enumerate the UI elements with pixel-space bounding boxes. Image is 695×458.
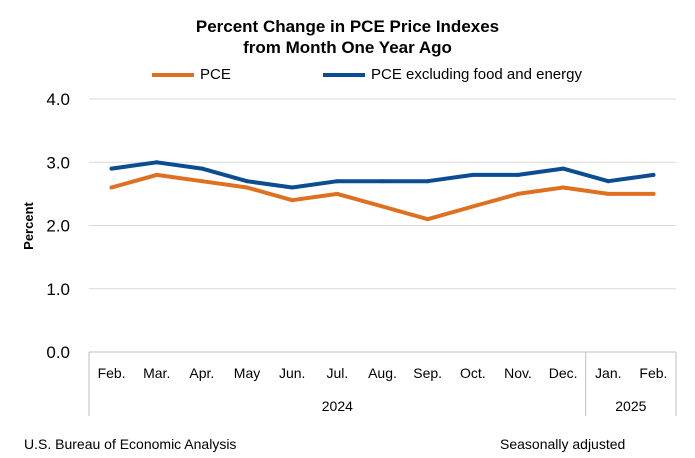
series-layer — [109, 160, 656, 222]
x-tick-label: Jul. — [326, 365, 348, 381]
x-tick-label: Jan. — [595, 365, 621, 381]
data-point-pce — [380, 204, 385, 209]
chart-title-line-1: Percent Change in PCE Price Indexes — [195, 17, 500, 36]
data-point-core-pce — [154, 160, 159, 165]
data-point-pce — [561, 185, 566, 190]
data-point-core-pce — [470, 172, 475, 177]
data-point-core-pce — [606, 179, 611, 184]
data-point-pce — [109, 185, 114, 190]
data-point-pce — [515, 191, 520, 196]
year-label: 2024 — [322, 398, 353, 414]
adjustment-note: Seasonally adjusted — [500, 436, 626, 452]
y-tick-label: 1.0 — [46, 280, 70, 299]
data-point-core-pce — [245, 179, 250, 184]
data-point-core-pce — [199, 166, 204, 171]
data-point-pce — [199, 179, 204, 184]
data-point-core-pce — [515, 172, 520, 177]
x-tick-label: Mar. — [143, 365, 170, 381]
x-tick-label: Oct. — [460, 365, 486, 381]
legend-label-pce: PCE — [200, 66, 231, 83]
data-point-pce — [606, 191, 611, 196]
chart-title-line-2: from Month One Year Ago — [243, 38, 452, 57]
y-axis-label: Percent — [21, 201, 36, 249]
x-tick-label: Feb. — [98, 365, 126, 381]
x-tick-label: Nov. — [504, 365, 532, 381]
x-tick-label: Jun. — [279, 365, 305, 381]
y-tick-label: 0.0 — [46, 343, 70, 362]
data-point-core-pce — [109, 166, 114, 171]
data-point-core-pce — [561, 166, 566, 171]
legend-item-pce: PCE — [152, 66, 231, 83]
data-point-core-pce — [380, 179, 385, 184]
data-point-pce — [290, 198, 295, 203]
data-point-pce — [470, 204, 475, 209]
legend: PCE PCE excluding food and energy — [0, 66, 695, 86]
chart-title: Percent Change in PCE Price Indexes from… — [0, 16, 695, 58]
legend-swatch-pce — [152, 72, 194, 77]
x-tick-label: Dec. — [549, 365, 578, 381]
data-point-core-pce — [651, 172, 656, 177]
data-point-pce — [245, 185, 250, 190]
legend-item-core-pce: PCE excluding food and energy — [323, 66, 582, 83]
axis-layer: 0.0 1.0 2.0 3.0 4.0 Feb. Mar. Apr. May Jun. Jul. Au… — [46, 90, 677, 416]
y-tick-label: 3.0 — [46, 153, 70, 172]
data-point-pce — [651, 191, 656, 196]
data-point-pce — [335, 191, 340, 196]
y-tick-label: 2.0 — [46, 217, 70, 236]
legend-swatch-core-pce — [323, 72, 365, 77]
y-tick-label: 4.0 — [46, 90, 70, 109]
x-tick-label: Feb. — [639, 365, 667, 381]
data-point-pce — [425, 217, 430, 222]
x-tick-label: Apr. — [189, 365, 214, 381]
data-point-core-pce — [335, 179, 340, 184]
grid-layer — [89, 98, 676, 290]
x-tick-label: Aug. — [368, 365, 397, 381]
legend-label-core-pce: PCE excluding food and energy — [371, 66, 582, 83]
data-point-core-pce — [425, 179, 430, 184]
year-label: 2025 — [615, 398, 646, 414]
series-line-core-pce — [109, 160, 656, 190]
x-tick-label: May — [234, 365, 260, 381]
source-note: U.S. Bureau of Economic Analysis — [24, 436, 237, 452]
data-point-core-pce — [290, 185, 295, 190]
x-tick-label: Sep. — [413, 365, 442, 381]
data-point-pce — [154, 172, 159, 177]
